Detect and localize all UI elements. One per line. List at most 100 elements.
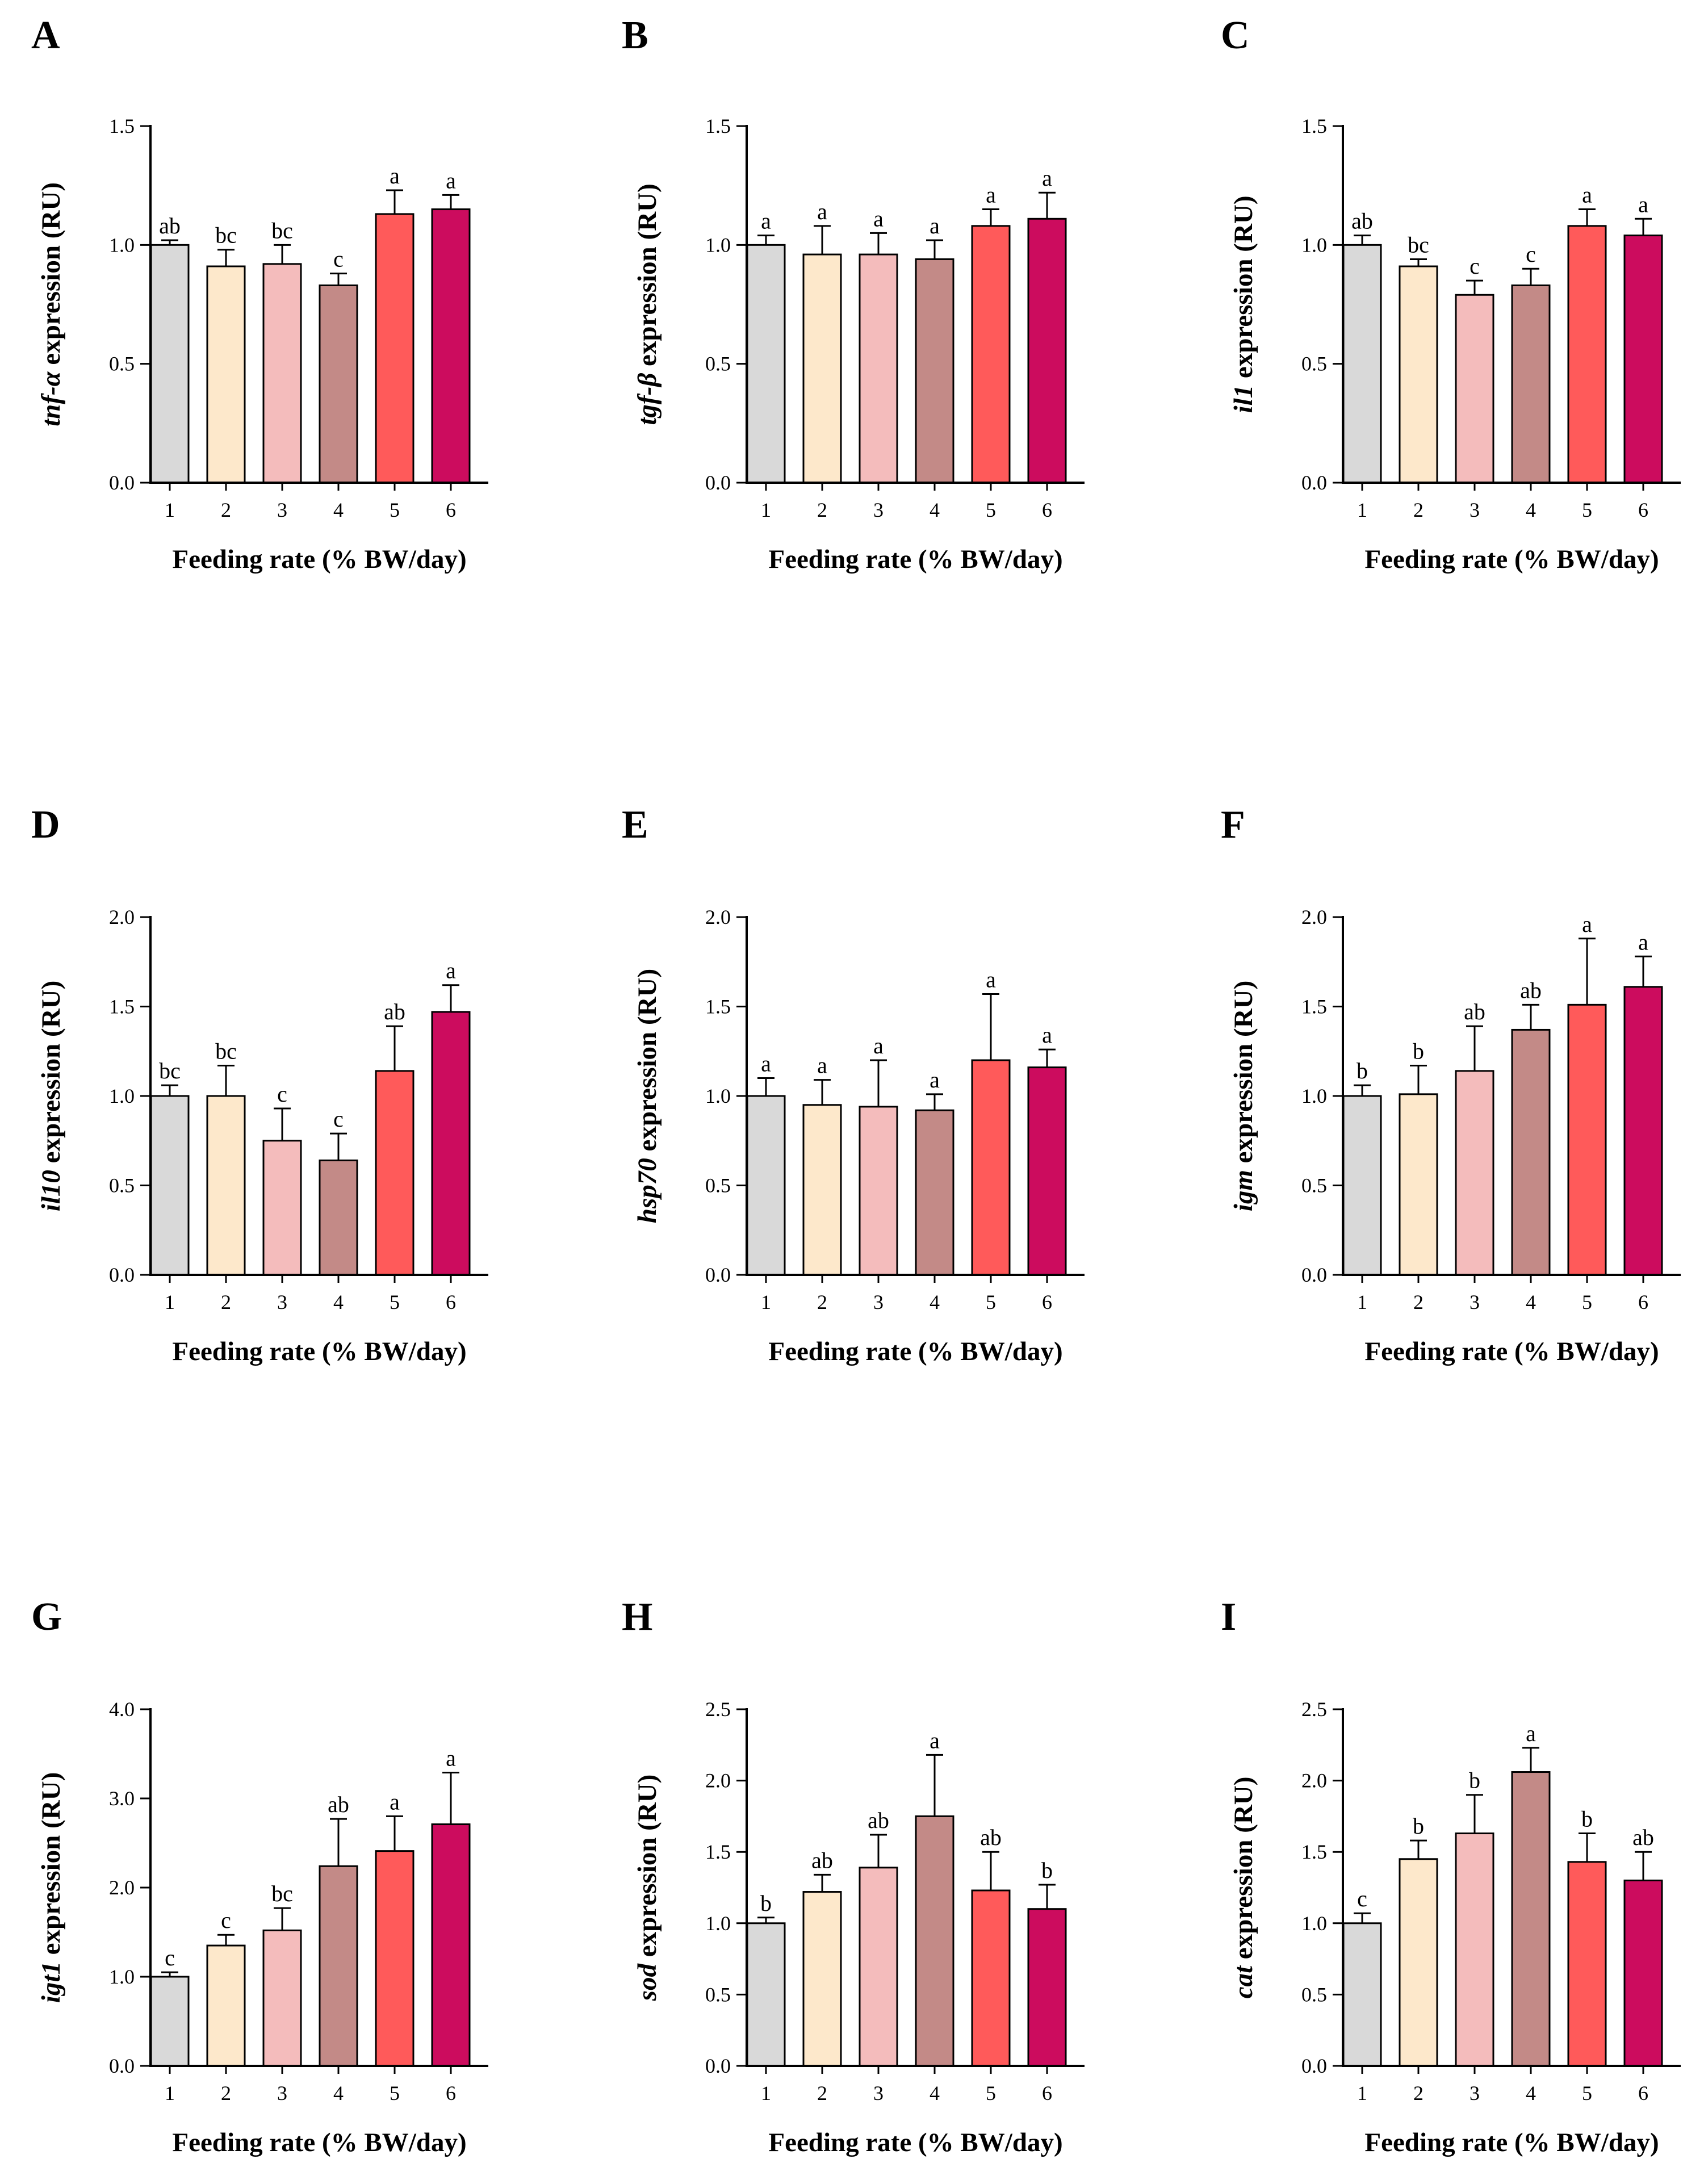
y-tick-label: 0.5	[109, 1174, 135, 1197]
x-tick-label: 2	[1413, 1291, 1424, 1313]
significance-letter: a	[446, 168, 456, 193]
x-tick-label: 3	[277, 1291, 287, 1313]
significance-letter: c	[1526, 241, 1536, 267]
bar	[1027, 1066, 1067, 1276]
y-tick-label: 1.0	[1301, 1912, 1327, 1935]
significance-letter: a	[1042, 165, 1052, 191]
bar	[150, 1095, 190, 1276]
bar	[1623, 235, 1663, 484]
bar	[1027, 1908, 1067, 2067]
x-tick-label: 3	[873, 2082, 884, 2104]
y-tick-label: 1.5	[1301, 995, 1327, 1018]
y-tick-label: 1.0	[109, 233, 135, 256]
bar	[262, 1929, 302, 2067]
significance-letter: a	[817, 199, 827, 224]
y-tick-label: 0.0	[1301, 2055, 1327, 2077]
significance-letter: c	[221, 1907, 231, 1933]
significance-letter: bc	[215, 1038, 237, 1064]
bar	[375, 1850, 415, 2067]
significance-letter: ab	[811, 1847, 833, 1873]
x-tick-label: 6	[1638, 1291, 1648, 1313]
x-tick-label: 5	[1582, 1291, 1592, 1313]
y-tick-label: 0.0	[109, 2055, 135, 2077]
x-tick-label: 1	[761, 2082, 771, 2104]
significance-letter: b	[1041, 1857, 1053, 1883]
bar	[262, 263, 302, 484]
y-axis-title: igm expression (RU)	[1229, 981, 1258, 1211]
y-tick-label: 1.0	[1301, 1085, 1327, 1107]
bar	[859, 253, 898, 484]
y-tick-label: 1.0	[109, 1965, 135, 1988]
bar	[746, 1922, 786, 2067]
x-tick-label: 1	[165, 1291, 175, 1313]
panel-label: D	[31, 803, 60, 847]
x-axis-title: Feeding rate (% BW/day)	[1364, 1337, 1659, 1366]
bar	[1399, 265, 1438, 484]
x-tick-label: 4	[1526, 1291, 1536, 1313]
y-axis-title: cat expression (RU)	[1229, 1777, 1258, 1999]
x-tick-label: 6	[446, 1291, 456, 1313]
x-axis-title: Feeding rate (% BW/day)	[172, 1337, 466, 1366]
y-tick-label: 2.0	[109, 1876, 135, 1899]
y-tick-label: 0.0	[1301, 1263, 1327, 1286]
significance-letter: b	[760, 1890, 772, 1916]
panel-d: Dbc 1 bc 2 c 3 c 4 ab 5 a 6 0.0 0.5 1.0 1.5 2.0 Feeding r…	[31, 803, 488, 1366]
bar	[802, 1891, 842, 2067]
y-tick-label: 3.0	[109, 1787, 135, 1810]
y-tick-label: 0.5	[1301, 353, 1327, 375]
x-tick-label: 1	[1357, 499, 1367, 521]
y-tick-label: 1.5	[705, 995, 731, 1018]
x-tick-label: 1	[1357, 1291, 1367, 1313]
y-tick-label: 0.5	[109, 353, 135, 375]
y-axis-title-gene: igm	[1229, 1170, 1258, 1211]
bar	[1342, 1922, 1382, 2067]
x-tick-label: 4	[333, 499, 344, 521]
bar	[802, 1104, 842, 1276]
x-tick-label: 6	[1042, 499, 1052, 521]
significance-letter: b	[1581, 1806, 1593, 1832]
significance-letter: a	[930, 213, 940, 239]
y-tick-label: 2.0	[705, 906, 731, 928]
panel-g: Gc 1 c 2 bc 3 ab 4 a 5 a 6 0.0 1.0 2.0 3.0 4.0 Feeding ra…	[31, 1595, 488, 2157]
significance-letter: c	[1357, 1886, 1367, 1911]
significance-letter: a	[873, 1033, 884, 1058]
significance-letter: a	[986, 182, 996, 208]
x-axis-title: Feeding rate (% BW/day)	[172, 2128, 466, 2157]
y-tick-label: 0.0	[1301, 471, 1327, 494]
y-tick-label: 2.0	[705, 1769, 731, 1792]
significance-letter: ab	[328, 1792, 349, 1817]
y-axis-title: il1 expression (RU)	[1229, 196, 1258, 413]
y-tick-label: 2.0	[1301, 906, 1327, 928]
x-tick-label: 6	[446, 2082, 456, 2104]
x-tick-label: 5	[986, 2082, 996, 2104]
y-axis-title: sod expression (RU)	[633, 1775, 662, 2002]
bar	[1567, 1003, 1607, 1276]
bar	[859, 1867, 898, 2067]
panel-label: B	[622, 14, 648, 57]
y-axis-title-gene: tgf-β	[633, 373, 662, 425]
panel-label: G	[31, 1595, 62, 1639]
y-tick-label: 1.0	[705, 233, 731, 256]
bar	[1342, 1095, 1382, 1276]
x-tick-label: 4	[1526, 499, 1536, 521]
bar	[971, 225, 1011, 484]
bar	[206, 1944, 246, 2067]
y-tick-label: 0.0	[705, 471, 731, 494]
significance-letter: ab	[868, 1808, 889, 1833]
bar	[915, 1815, 954, 2067]
x-tick-label: 5	[390, 2082, 400, 2104]
x-axis-title: Feeding rate (% BW/day)	[1364, 2128, 1659, 2157]
bar	[319, 1865, 358, 2067]
bar	[971, 1889, 1011, 2067]
x-tick-label: 5	[1582, 2082, 1592, 2104]
y-tick-label: 1.5	[705, 115, 731, 137]
significance-letter: a	[1582, 182, 1592, 208]
significance-letter: a	[446, 1745, 456, 1771]
bar	[319, 284, 358, 484]
significance-letter: b	[1413, 1038, 1424, 1064]
bar	[1511, 1771, 1551, 2067]
bar	[1027, 217, 1067, 484]
y-tick-label: 1.0	[109, 1085, 135, 1107]
bar	[1623, 986, 1663, 1276]
